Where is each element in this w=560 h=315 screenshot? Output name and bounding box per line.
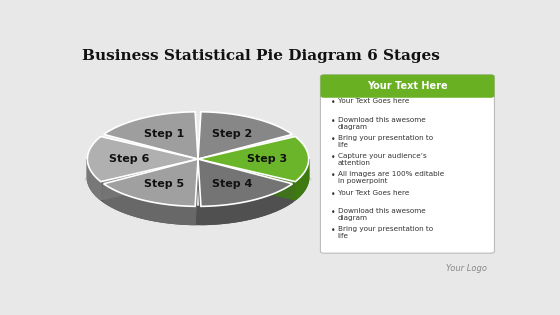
Text: Your Text Here: Your Text Here: [367, 81, 448, 91]
Text: Download this awesome
diagram: Download this awesome diagram: [338, 117, 426, 129]
Polygon shape: [104, 159, 198, 202]
Polygon shape: [101, 159, 198, 200]
Polygon shape: [104, 112, 198, 159]
FancyBboxPatch shape: [320, 75, 494, 98]
Polygon shape: [198, 159, 292, 206]
Text: •: •: [330, 153, 335, 162]
Text: Step 2: Step 2: [212, 129, 253, 139]
Text: All images are 100% editable
in powerpoint: All images are 100% editable in powerpoi…: [338, 171, 444, 184]
Text: Bring your presentation to
life: Bring your presentation to life: [338, 135, 433, 148]
Text: •: •: [330, 117, 335, 126]
Polygon shape: [198, 159, 201, 225]
Text: •: •: [330, 190, 335, 199]
FancyBboxPatch shape: [320, 75, 494, 253]
Text: •: •: [330, 98, 335, 107]
Text: •: •: [330, 135, 335, 144]
Polygon shape: [198, 136, 309, 182]
Polygon shape: [195, 159, 198, 225]
Text: Bring your presentation to
life: Bring your presentation to life: [338, 226, 433, 239]
Polygon shape: [104, 159, 198, 206]
Polygon shape: [104, 184, 195, 225]
Polygon shape: [198, 159, 292, 202]
Text: Step 5: Step 5: [144, 180, 184, 189]
Text: •: •: [330, 226, 335, 235]
Polygon shape: [198, 159, 295, 200]
Polygon shape: [87, 136, 198, 182]
Polygon shape: [87, 159, 309, 225]
Text: Your Text Goes here: Your Text Goes here: [338, 190, 409, 196]
Polygon shape: [295, 159, 309, 200]
Text: Step 4: Step 4: [212, 180, 253, 189]
Text: Capture your audience’s
attention: Capture your audience’s attention: [338, 153, 427, 166]
Text: Your Logo: Your Logo: [446, 264, 487, 273]
Polygon shape: [85, 171, 311, 188]
Text: •: •: [330, 171, 335, 180]
Text: Business Statistical Pie Diagram 6 Stages: Business Statistical Pie Diagram 6 Stage…: [82, 49, 440, 63]
Polygon shape: [87, 159, 101, 200]
Text: Your Text Goes here: Your Text Goes here: [338, 98, 409, 104]
Text: Step 6: Step 6: [109, 154, 150, 164]
Text: Step 3: Step 3: [246, 154, 287, 164]
Polygon shape: [198, 112, 292, 159]
Text: Download this awesome
diagram: Download this awesome diagram: [338, 208, 426, 221]
Text: Step 1: Step 1: [143, 129, 184, 139]
Text: •: •: [330, 208, 335, 217]
Polygon shape: [201, 184, 292, 225]
